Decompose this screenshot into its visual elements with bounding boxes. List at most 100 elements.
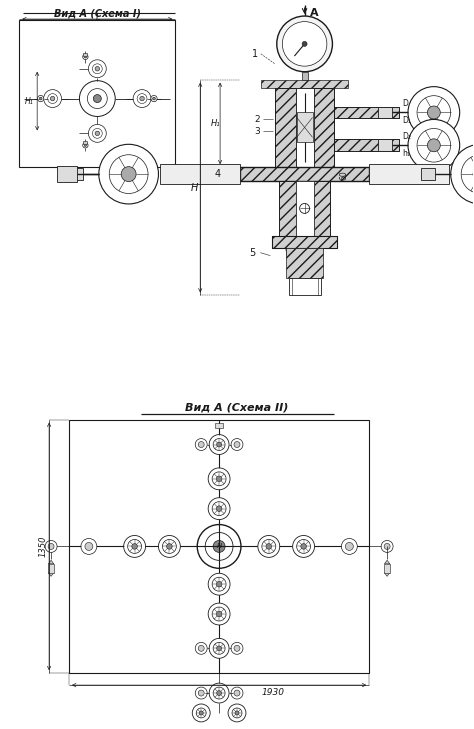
Circle shape — [198, 442, 204, 448]
Circle shape — [205, 532, 233, 561]
Circle shape — [384, 543, 390, 550]
Circle shape — [209, 434, 229, 454]
Circle shape — [209, 639, 229, 658]
Circle shape — [128, 539, 142, 553]
Circle shape — [208, 498, 230, 520]
Circle shape — [428, 139, 440, 152]
Circle shape — [92, 128, 102, 139]
Bar — [69, 420, 369, 673]
Circle shape — [45, 540, 57, 553]
Bar — [240, 167, 369, 181]
Circle shape — [231, 642, 243, 655]
Circle shape — [195, 687, 207, 699]
Circle shape — [109, 155, 148, 193]
Circle shape — [80, 81, 115, 117]
Circle shape — [408, 120, 460, 171]
Circle shape — [301, 544, 306, 549]
Circle shape — [283, 22, 327, 66]
Bar — [296, 87, 313, 167]
Circle shape — [209, 683, 229, 703]
Circle shape — [208, 468, 230, 490]
Bar — [69, 168, 83, 180]
Circle shape — [137, 93, 147, 104]
Bar — [335, 106, 399, 118]
Text: L: L — [95, 12, 100, 22]
Circle shape — [213, 642, 225, 655]
Bar — [83, 52, 88, 55]
Circle shape — [85, 542, 93, 550]
Bar — [215, 424, 223, 428]
Text: Вид А (Схема II): Вид А (Схема II) — [185, 402, 289, 413]
Text: 1: 1 — [252, 49, 258, 59]
Polygon shape — [48, 573, 54, 577]
Circle shape — [234, 690, 240, 696]
Circle shape — [212, 502, 226, 515]
Bar — [275, 87, 335, 167]
Circle shape — [217, 646, 221, 651]
Text: H₁: H₁ — [210, 119, 220, 128]
Text: D₂: D₂ — [402, 132, 411, 141]
Polygon shape — [384, 561, 390, 564]
Bar — [378, 139, 392, 151]
Circle shape — [82, 54, 88, 60]
Polygon shape — [223, 424, 226, 428]
Bar — [421, 168, 435, 180]
Text: 60: 60 — [340, 171, 349, 180]
Bar — [335, 106, 399, 118]
Circle shape — [88, 60, 106, 78]
Bar — [335, 139, 399, 151]
Circle shape — [216, 506, 222, 512]
Text: 3: 3 — [254, 127, 260, 136]
Circle shape — [140, 96, 144, 101]
Circle shape — [212, 472, 226, 486]
Circle shape — [417, 95, 451, 129]
Circle shape — [346, 542, 353, 550]
Bar — [335, 139, 399, 151]
Circle shape — [153, 97, 155, 100]
Circle shape — [234, 442, 240, 448]
Circle shape — [473, 167, 474, 182]
Circle shape — [292, 536, 315, 558]
Circle shape — [258, 536, 280, 558]
Circle shape — [212, 607, 226, 621]
Circle shape — [167, 544, 172, 549]
Circle shape — [208, 603, 230, 625]
Circle shape — [461, 155, 474, 193]
Circle shape — [297, 539, 310, 553]
Circle shape — [235, 711, 239, 715]
Bar — [384, 564, 390, 573]
Circle shape — [266, 544, 272, 549]
Text: A: A — [310, 8, 318, 18]
Bar — [48, 564, 54, 573]
Bar — [313, 181, 330, 235]
Circle shape — [228, 704, 246, 722]
Circle shape — [208, 573, 230, 595]
Circle shape — [195, 642, 207, 655]
Bar — [279, 181, 296, 235]
Circle shape — [133, 90, 151, 107]
Polygon shape — [286, 248, 323, 278]
Bar — [275, 87, 296, 167]
Circle shape — [88, 125, 106, 142]
Circle shape — [50, 96, 55, 101]
Polygon shape — [212, 424, 215, 428]
Circle shape — [99, 144, 158, 204]
Bar — [83, 141, 88, 144]
Bar — [272, 235, 337, 248]
Circle shape — [84, 144, 87, 147]
Circle shape — [262, 539, 276, 553]
Bar — [57, 166, 77, 182]
Circle shape — [95, 131, 100, 136]
Circle shape — [87, 89, 107, 109]
Circle shape — [231, 687, 243, 699]
Text: 2: 2 — [254, 115, 260, 124]
Circle shape — [212, 577, 226, 591]
Text: 1350: 1350 — [39, 536, 48, 557]
Circle shape — [195, 439, 207, 451]
Circle shape — [213, 540, 225, 553]
Circle shape — [341, 539, 357, 554]
Circle shape — [163, 539, 176, 553]
Circle shape — [198, 645, 204, 651]
Circle shape — [217, 443, 221, 447]
Circle shape — [121, 167, 136, 182]
